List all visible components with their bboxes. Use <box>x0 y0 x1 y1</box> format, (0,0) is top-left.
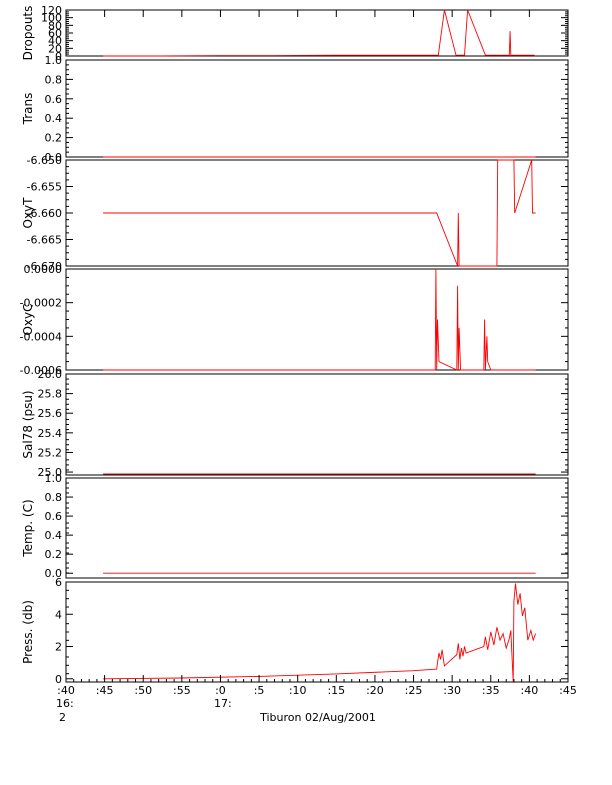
x-axis-title: Tiburon 02/Aug/2001 <box>259 711 376 724</box>
x-tick-label: :40 <box>57 684 75 697</box>
y-tick-label: -0.0004 <box>20 330 62 343</box>
y-tick-label: 100 <box>41 12 62 25</box>
y-tick-label: -6.660 <box>27 207 62 220</box>
series-line <box>103 9 536 57</box>
x-tick-label: :15 <box>327 684 345 697</box>
y-axis-label: Sal78 (psu) <box>21 390 35 458</box>
y-axis-label: Trans <box>21 93 35 126</box>
y-tick-label: 40 <box>48 35 62 48</box>
y-tick-label: 25.8 <box>38 388 63 401</box>
y-tick-label: 4 <box>55 608 62 621</box>
y-tick-label: 0.0 <box>45 151 63 164</box>
y-tick-label: 60 <box>48 27 62 40</box>
y-tick-label: 25.0 <box>38 466 63 479</box>
panel-6: 0.0 0.2 0.4 0.6 0.8 1.0 Temp. (C) <box>21 472 569 580</box>
y-tick-label: 0.4 <box>45 112 63 125</box>
y-tick-label: 0.4 <box>45 529 63 542</box>
panel-frame <box>65 9 569 57</box>
panel-4: -0.0006 -0.0004 -0.0002 0.0000 OxyC <box>20 263 569 377</box>
series-line <box>103 159 536 267</box>
y-tick-label: 120 <box>41 4 62 17</box>
y-tick-label: -6.650 <box>27 154 62 167</box>
series-line <box>103 583 537 683</box>
y-axis-label: Temp. (C) <box>21 499 35 557</box>
x-tick-label: :45 <box>559 684 577 697</box>
time-axis: :40 :45 :50 :55 :0 :5 :10 :15 :20 :25 :30 :35 :40 :45 <box>57 10 577 697</box>
y-tick-label: 0.6 <box>45 93 63 106</box>
y-tick-label: 1.0 <box>45 472 63 485</box>
y-axis-label: Press. (db) <box>21 600 35 664</box>
x-tick-label: :40 <box>521 684 539 697</box>
x-tick-label: :10 <box>289 684 307 697</box>
y-tick-label: 1.0 <box>45 54 63 67</box>
y-tick-label: -6.670 <box>27 260 62 273</box>
panel-7: 0 2 4 6 Press. (db) <box>21 576 569 686</box>
y-tick-label: 0.8 <box>45 73 63 86</box>
y-tick-label: 25.2 <box>38 446 63 459</box>
panel-frame <box>65 581 569 683</box>
y-tick-label: 26.0 <box>38 368 63 381</box>
y-tick-label: -6.665 <box>27 234 62 247</box>
hour-label-16: 16: <box>56 697 74 710</box>
y-tick-label: 20 <box>48 42 62 55</box>
panel-frame <box>65 268 569 371</box>
y-tick-label: 0.0 <box>45 567 63 580</box>
x-tick-label: :30 <box>443 684 461 697</box>
x-tick-label: :5 <box>254 684 265 697</box>
panel-2: 0.0 0.2 0.4 0.6 0.8 1.0 Trans <box>21 54 569 164</box>
hour-label-17: 17: <box>214 697 232 710</box>
y-tick-label: -6.655 <box>27 181 62 194</box>
day-label: 2 <box>59 711 66 724</box>
y-tick-label: 25.6 <box>38 407 63 420</box>
x-tick-label: :35 <box>482 684 500 697</box>
y-tick-label: 0 <box>55 673 62 686</box>
x-tick-label: :50 <box>134 684 152 697</box>
panel-3: -6.670 -6.665 -6.660 -6.655 -6.650 OxyT <box>21 154 569 273</box>
y-tick-label: 80 <box>48 19 62 32</box>
x-tick-label: :25 <box>405 684 423 697</box>
panel-frame <box>65 59 569 158</box>
y-tick-label: 0.2 <box>45 548 63 561</box>
y-axis-label: Dropouts <box>21 6 35 61</box>
y-tick-label: 0.8 <box>45 491 63 504</box>
y-tick-label: 25.4 <box>38 427 63 440</box>
x-tick-label: :20 <box>366 684 384 697</box>
y-tick-label: 2 <box>55 641 62 654</box>
panel-frame <box>65 477 569 579</box>
y-tick-label: 6 <box>55 576 62 589</box>
y-tick-label: -0.0002 <box>20 297 62 310</box>
y-tick-label: -0.0006 <box>20 364 62 377</box>
y-tick-label: 0.0000 <box>24 263 63 276</box>
x-tick-label: :0 <box>215 684 226 697</box>
y-tick-label: 0.2 <box>45 132 63 145</box>
x-tick-label: :55 <box>173 684 191 697</box>
y-tick-label: 0 <box>55 50 62 63</box>
panel-frame <box>65 373 569 476</box>
x-tick-label: :45 <box>96 684 114 697</box>
series-line <box>103 268 536 371</box>
y-axis-label: OxyT <box>21 197 35 229</box>
y-tick-label: 0.6 <box>45 510 63 523</box>
y-axis-label: OxyC <box>21 303 35 335</box>
chart-panels: 020406080100120Dropouts0.00.20.40.60.81.… <box>20 4 569 686</box>
